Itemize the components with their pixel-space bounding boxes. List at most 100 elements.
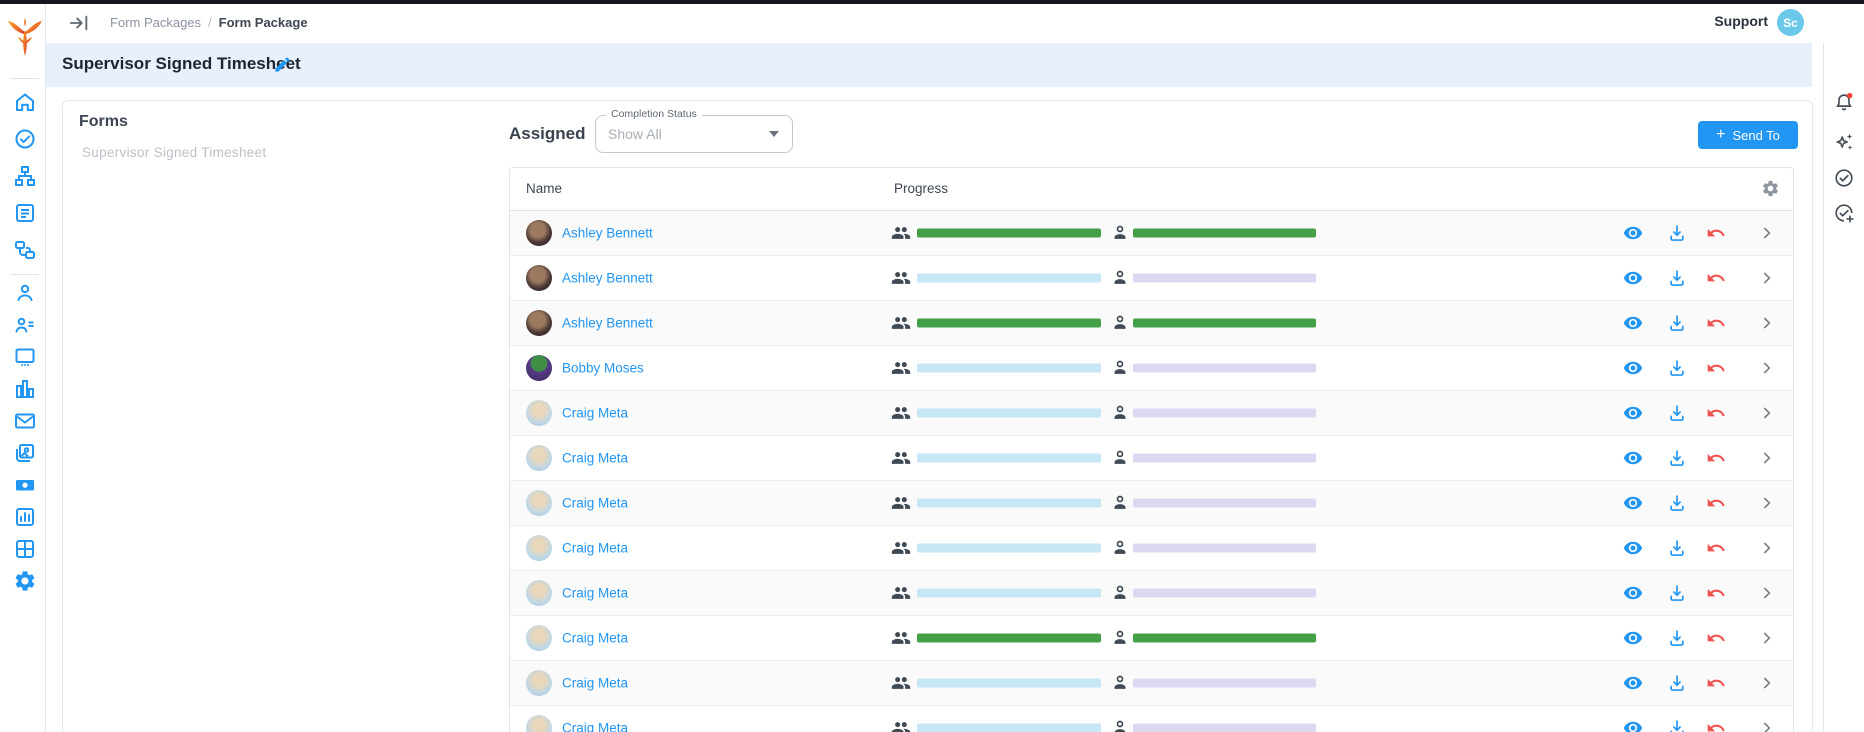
assignee-name-link[interactable]: Craig Meta: [562, 450, 629, 466]
view-eye-icon[interactable]: [1623, 358, 1643, 378]
download-icon[interactable]: [1667, 448, 1687, 468]
person-icon: [1110, 448, 1130, 468]
assignee-name-link[interactable]: Craig Meta: [562, 495, 629, 511]
undo-icon[interactable]: [1706, 718, 1726, 732]
view-eye-icon[interactable]: [1623, 628, 1643, 648]
undo-icon[interactable]: [1706, 403, 1726, 423]
collapse-arrow-icon[interactable]: [68, 12, 90, 34]
assignee-name-link[interactable]: Craig Meta: [562, 405, 629, 421]
expand-chevron-icon[interactable]: [1756, 448, 1776, 468]
assignee-name-link[interactable]: Craig Meta: [562, 585, 629, 601]
undo-icon[interactable]: [1706, 313, 1726, 333]
mail-icon[interactable]: [13, 409, 37, 433]
view-eye-icon[interactable]: [1623, 583, 1643, 603]
assignee-name-link[interactable]: Craig Meta: [562, 540, 629, 556]
undo-icon[interactable]: [1706, 268, 1726, 288]
view-eye-icon[interactable]: [1623, 448, 1643, 468]
avatar: [526, 490, 552, 516]
expand-chevron-icon[interactable]: [1756, 628, 1776, 648]
breadcrumb-form-package: Form Package: [218, 15, 308, 30]
expand-chevron-icon[interactable]: [1756, 673, 1776, 693]
undo-icon[interactable]: [1706, 673, 1726, 693]
left-sidebar: [3, 4, 46, 732]
media-library-icon[interactable]: [13, 441, 37, 465]
forms-document-icon[interactable]: [13, 201, 37, 225]
download-icon[interactable]: [1667, 718, 1687, 732]
kiosk-display-icon[interactable]: [13, 345, 37, 369]
avatar: [526, 535, 552, 561]
expand-chevron-icon[interactable]: [1756, 538, 1776, 558]
person-details-icon[interactable]: [13, 313, 37, 337]
expand-chevron-icon[interactable]: [1756, 583, 1776, 603]
download-icon[interactable]: [1667, 268, 1687, 288]
view-eye-icon[interactable]: [1623, 403, 1643, 423]
breadcrumb-separator: /: [208, 15, 212, 30]
download-icon[interactable]: [1667, 538, 1687, 558]
send-to-label: Send To: [1732, 127, 1780, 143]
download-icon[interactable]: [1667, 493, 1687, 513]
expand-chevron-icon[interactable]: [1756, 358, 1776, 378]
assignee-name-link[interactable]: Craig Meta: [562, 675, 629, 691]
download-icon[interactable]: [1667, 313, 1687, 333]
undo-icon[interactable]: [1706, 448, 1726, 468]
report-box-icon[interactable]: [13, 505, 37, 529]
expand-chevron-icon[interactable]: [1756, 493, 1776, 513]
task-add-circle-icon[interactable]: [1833, 202, 1855, 224]
undo-icon[interactable]: [1706, 538, 1726, 558]
completion-status-select[interactable]: Completion Status Show All: [595, 108, 793, 153]
expand-chevron-icon[interactable]: [1756, 313, 1776, 333]
support-link[interactable]: Support: [1714, 13, 1768, 29]
assignee-name-link[interactable]: Ashley Bennett: [562, 270, 653, 286]
view-eye-icon[interactable]: [1623, 718, 1643, 732]
view-eye-icon[interactable]: [1623, 268, 1643, 288]
undo-icon[interactable]: [1706, 223, 1726, 243]
completion-status-label: Completion Status: [606, 108, 702, 120]
bar-chart-icon[interactable]: [13, 377, 37, 401]
download-icon[interactable]: [1667, 403, 1687, 423]
assignee-name-link[interactable]: Craig Meta: [562, 720, 629, 732]
download-icon[interactable]: [1667, 583, 1687, 603]
view-eye-icon[interactable]: [1623, 223, 1643, 243]
assignee-name-link[interactable]: Ashley Bennett: [562, 315, 653, 331]
forms-heading: Forms: [79, 113, 128, 130]
sparkles-icon[interactable]: [1833, 131, 1855, 153]
task-check-circle-icon[interactable]: [1833, 167, 1855, 189]
apps-grid-icon[interactable]: [13, 537, 37, 561]
undo-icon[interactable]: [1706, 583, 1726, 603]
download-icon[interactable]: [1667, 358, 1687, 378]
send-to-button[interactable]: + Send To: [1698, 121, 1798, 149]
view-eye-icon[interactable]: [1623, 493, 1643, 513]
phoenix-logo[interactable]: [7, 10, 43, 62]
assignee-name-link[interactable]: Bobby Moses: [562, 360, 644, 376]
undo-icon[interactable]: [1706, 493, 1726, 513]
download-icon[interactable]: [1667, 673, 1687, 693]
individual-progress-bar: [1133, 453, 1316, 463]
expand-chevron-icon[interactable]: [1756, 223, 1776, 243]
group-progress-bar: [917, 273, 1101, 283]
download-icon[interactable]: [1667, 223, 1687, 243]
download-icon[interactable]: [1667, 628, 1687, 648]
workflow-icon[interactable]: [13, 238, 37, 262]
view-eye-icon[interactable]: [1623, 673, 1643, 693]
expand-chevron-icon[interactable]: [1756, 403, 1776, 423]
person-icon[interactable]: [13, 281, 37, 305]
home-icon[interactable]: [13, 90, 37, 114]
expand-chevron-icon[interactable]: [1756, 268, 1776, 288]
breadcrumb-form-packages[interactable]: Form Packages: [110, 15, 202, 30]
undo-icon[interactable]: [1706, 358, 1726, 378]
column-settings-gear-icon[interactable]: [1761, 179, 1780, 198]
edit-pencil-icon[interactable]: [273, 55, 292, 74]
forms-selected-item[interactable]: Supervisor Signed Timesheet: [82, 145, 267, 160]
user-avatar[interactable]: Sc: [1777, 9, 1804, 36]
settings-gear-icon[interactable]: [13, 569, 37, 593]
check-circle-icon[interactable]: [13, 127, 37, 151]
assignee-name-link[interactable]: Craig Meta: [562, 630, 629, 646]
expand-chevron-icon[interactable]: [1756, 718, 1776, 732]
view-eye-icon[interactable]: [1623, 538, 1643, 558]
payments-icon[interactable]: [13, 473, 37, 497]
undo-icon[interactable]: [1706, 628, 1726, 648]
org-chart-icon[interactable]: [13, 164, 37, 188]
assignee-name-link[interactable]: Ashley Bennett: [562, 225, 653, 241]
view-eye-icon[interactable]: [1623, 313, 1643, 333]
notification-bell-icon[interactable]: [1833, 91, 1855, 113]
